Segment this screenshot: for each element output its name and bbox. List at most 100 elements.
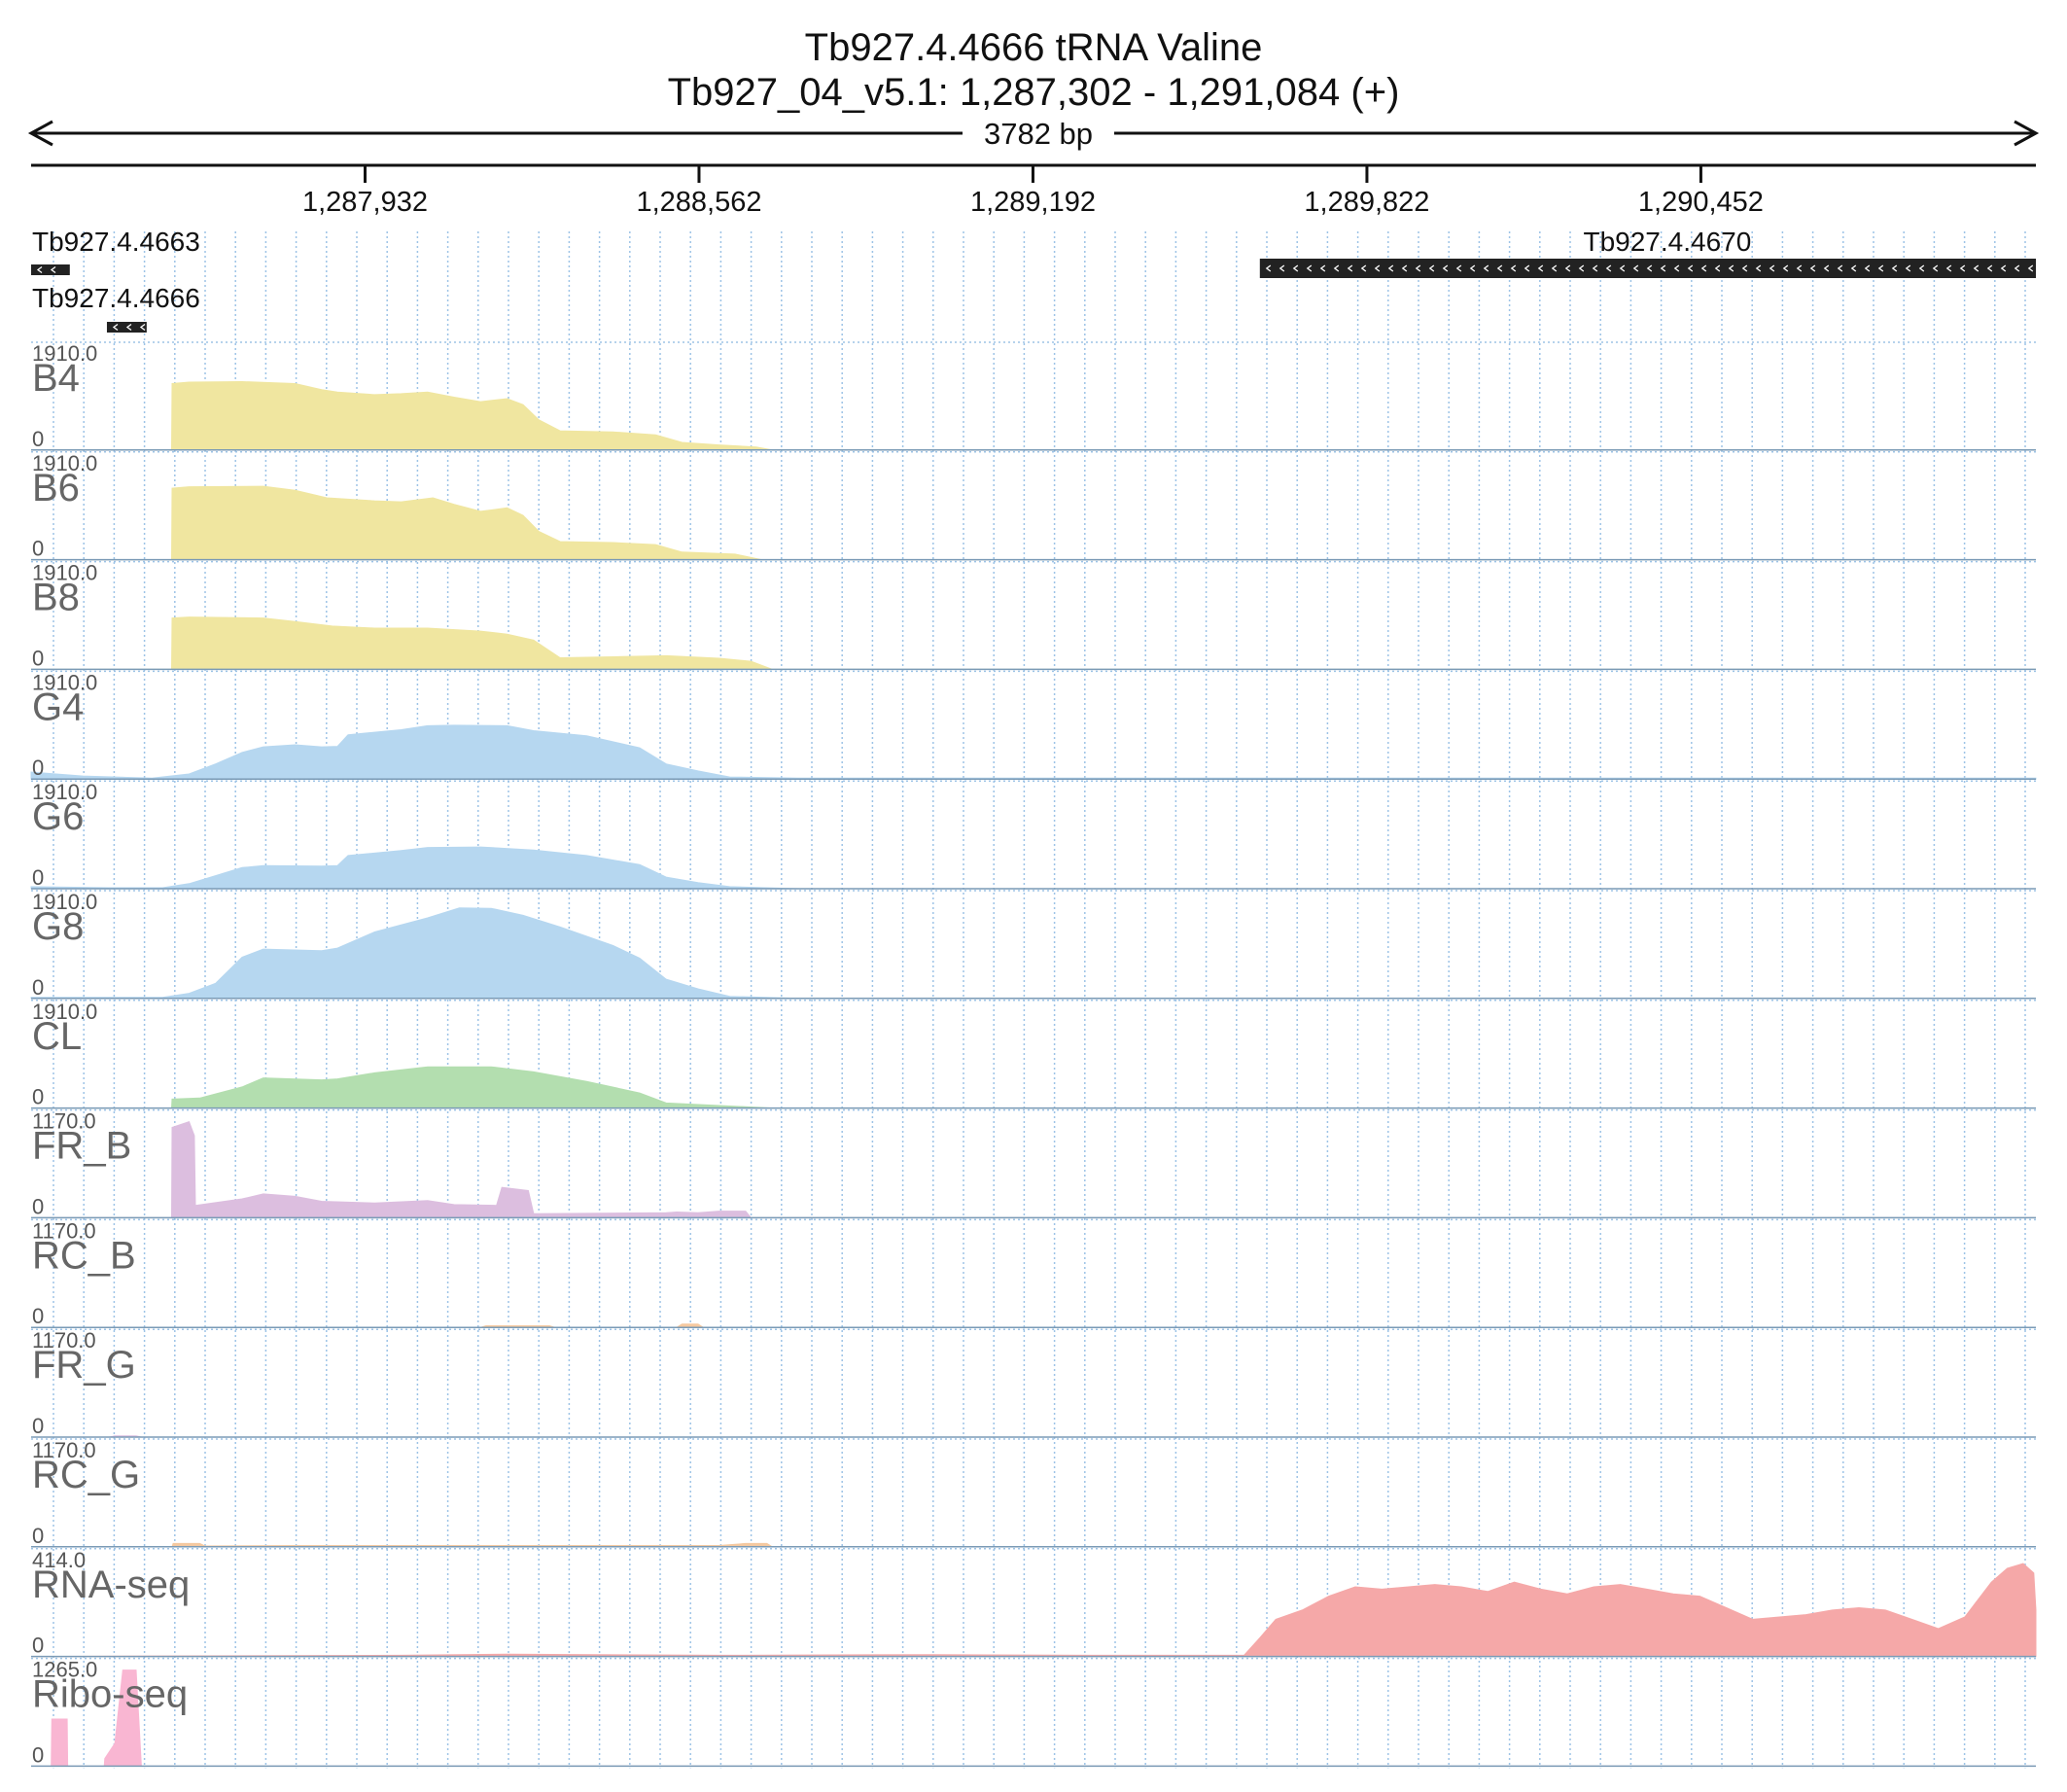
strand-chevron: [1646, 264, 1653, 272]
strand-chevron: [1945, 264, 1952, 272]
strand-chevron: [1755, 264, 1762, 272]
strand-chevron: [1374, 264, 1381, 272]
coverage-area: [30, 846, 2036, 890]
track-scale-max: 1170.0: [32, 1438, 96, 1462]
track-scale-max: 1265.0: [32, 1658, 97, 1682]
strand-chevron: [1279, 264, 1285, 272]
strand-chevron: [1619, 264, 1626, 272]
strand-chevron: [1809, 264, 1816, 272]
strand-chevron: [1741, 264, 1748, 272]
track-scale-min: 0: [32, 1634, 44, 1658]
strand-chevron: [1918, 264, 1925, 272]
track-scale-max: 1910.0: [32, 780, 97, 804]
track-scale-min: 0: [32, 1304, 44, 1328]
strand-chevron: [50, 265, 56, 274]
figure-title: Tb927.4.4666 tRNA Valine: [805, 26, 1263, 69]
strand-chevron: [2014, 264, 2020, 272]
track-rc_b: 1170.0RC_B 0: [31, 1218, 2036, 1328]
track-b6: 1910.0B6 0: [31, 451, 2036, 561]
strand-chevron: [1714, 264, 1721, 272]
span-arrow-left: [27, 120, 53, 147]
strand-chevron: [1877, 264, 1884, 272]
gene-label: Tb927.4.4663: [32, 227, 200, 257]
track-scale-min: 0: [32, 1085, 44, 1109]
coverage-area: [31, 1066, 2036, 1109]
track-scale-min: 0: [32, 646, 44, 670]
strand-chevron: [1891, 264, 1898, 272]
strand-chevron: [1483, 264, 1489, 272]
strand-chevron: [1537, 264, 1544, 272]
strand-chevron: [1333, 264, 1340, 272]
strand-chevron: [1905, 264, 1911, 272]
strand-chevron: [1864, 264, 1871, 272]
strand-chevron: [1605, 264, 1612, 272]
track-name: G4: [32, 685, 84, 728]
strand-chevron: [1932, 264, 1939, 272]
track-name: B6: [32, 467, 80, 509]
gene-label: Tb927.4.4670: [1583, 227, 1751, 257]
strand-chevron: [1973, 264, 1979, 272]
track-scale-min: 0: [32, 975, 44, 1000]
track-scale-max: 1170.0: [32, 1218, 96, 1243]
track-scale-min: 0: [32, 537, 44, 561]
track-scale-max: 1910.0: [32, 451, 97, 475]
axis-tick-label: 1,289,822: [1304, 187, 1429, 218]
coverage-area: [31, 380, 2036, 451]
track-scale-min: 0: [32, 865, 44, 890]
track-scale-max: 1910.0: [32, 1000, 97, 1024]
axis-tick-label: 1,290,452: [1638, 187, 1764, 218]
span-ruler: 3782 bp: [27, 117, 2040, 151]
track-scale-min: 0: [32, 1414, 44, 1438]
span-label: 3782 bp: [984, 117, 1093, 151]
span-arrow-right: [2014, 120, 2040, 147]
track-fr_g: 1170.0FR_G 0: [31, 1328, 2036, 1438]
strand-chevron: [1496, 264, 1503, 272]
track-b4: 1910.0B4 0: [31, 341, 2036, 451]
strand-chevron: [1728, 264, 1734, 272]
axis-tick-label: 1,289,192: [970, 187, 1096, 218]
strand-chevron: [1769, 264, 1775, 272]
track-name: RC_G: [32, 1454, 140, 1496]
track-scale-max: 1170.0: [32, 1328, 96, 1353]
track-name: B8: [32, 577, 80, 619]
coverage-area: [30, 1563, 2037, 1658]
track-g4: 1910.0G4 0: [30, 670, 2037, 780]
track-scale-max: 414.0: [32, 1548, 86, 1572]
track-scale-min: 0: [32, 427, 44, 451]
strand-chevron: [1387, 264, 1394, 272]
track-scale-min: 0: [32, 755, 44, 780]
strand-chevron: [1455, 264, 1462, 272]
track-name: RC_B: [32, 1234, 136, 1277]
strand-chevron: [1415, 264, 1421, 272]
strand-chevron: [1524, 264, 1530, 272]
track-fr_b: 1170.0FR_B 0: [31, 1109, 2036, 1218]
strand-chevron: [1959, 264, 1966, 272]
track-g8: 1910.0G8 0: [30, 890, 2036, 1000]
track-scale-min: 0: [32, 1524, 44, 1548]
gene-label: Tb927.4.4666: [32, 283, 200, 313]
strand-chevron: [112, 323, 119, 332]
track-name: FR_G: [32, 1344, 136, 1387]
axis-ticks: 1,287,932 1,288,562 1,289,192 1,289,822 1,29…: [302, 165, 1764, 218]
track-scale-max: 1910.0: [32, 341, 97, 366]
strand-chevron: [1796, 264, 1803, 272]
track-name: CL: [32, 1015, 82, 1058]
strand-chevron: [1292, 264, 1299, 272]
coverage-area: [30, 724, 2037, 780]
strand-chevron: [1401, 264, 1408, 272]
strand-chevron: [1592, 264, 1598, 272]
strand-chevron: [125, 323, 132, 332]
strand-chevron: [36, 265, 43, 274]
strand-chevron: [2000, 264, 2007, 272]
track-rc_g: 1170.0RC_G 0: [31, 1438, 2036, 1548]
strand-chevron: [1442, 264, 1449, 272]
strand-chevron: [1673, 264, 1680, 272]
track-name: Ribo-seq: [32, 1673, 188, 1716]
strand-chevron: [1551, 264, 1558, 272]
axis-tick-label: 1,287,932: [302, 187, 428, 218]
strand-chevron: [1510, 264, 1517, 272]
track-scale-max: 1170.0: [32, 1109, 96, 1134]
strand-chevron: [1469, 264, 1476, 272]
